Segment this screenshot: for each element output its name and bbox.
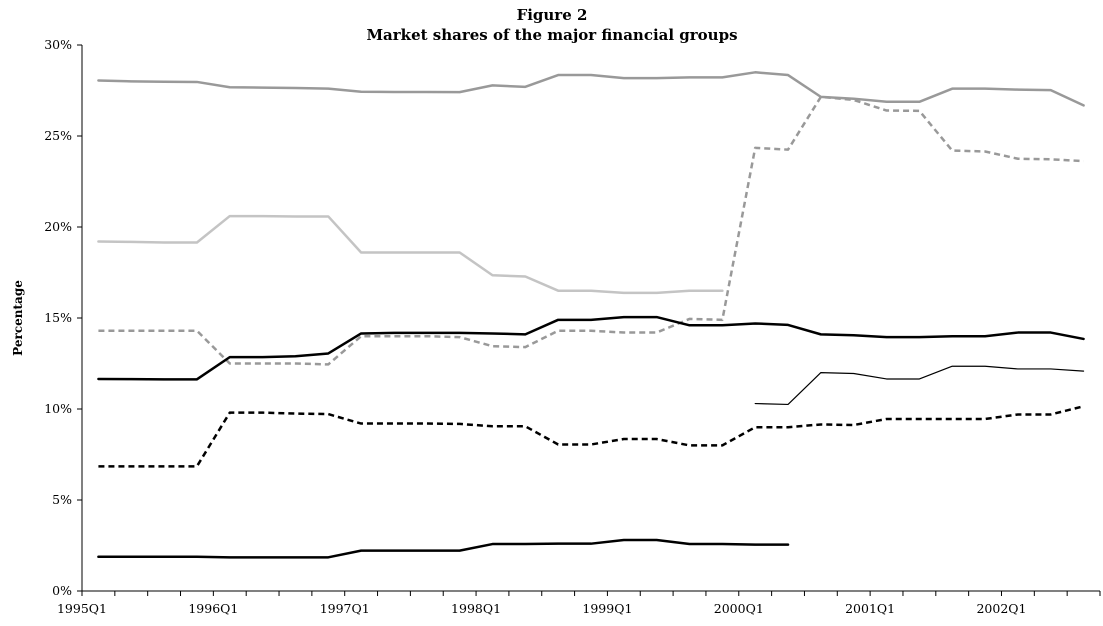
axes: 0% 5% 10% 15% 20% 25% 30% 1995Q1 1996Q1 1997Q1 199… — [44, 37, 1101, 616]
chart-subtitle: Market shares of the major financial gro… — [366, 26, 737, 44]
series-line-1 — [97, 71, 1085, 107]
series-line-7 — [97, 538, 790, 559]
y-tick-label: 25% — [44, 128, 72, 143]
x-tick-label: 1996Q1 — [188, 601, 238, 616]
x-tick-label: 1997Q1 — [320, 601, 370, 616]
y-tick-label: 5% — [52, 492, 72, 507]
series-line-4 — [97, 315, 1085, 381]
series-line-2 — [98, 95, 1084, 366]
series-layer — [97, 71, 1085, 559]
y-axis-label: Percentage — [11, 280, 25, 356]
x-tick-label: 2000Q1 — [714, 601, 764, 616]
chart-title: Figure 2 — [517, 6, 588, 24]
y-tick-label: 20% — [44, 219, 72, 234]
y-tick-label: 0% — [52, 583, 72, 598]
y-tick-label: 15% — [44, 310, 72, 325]
x-tick-label: 1999Q1 — [582, 601, 632, 616]
series-line-5 — [754, 365, 1085, 406]
x-tick-label: 1995Q1 — [57, 601, 107, 616]
x-tick-label: 2002Q1 — [976, 601, 1026, 616]
series-line-3 — [97, 214, 724, 295]
x-tick-label: 1998Q1 — [451, 601, 501, 616]
y-tick-label: 30% — [44, 37, 72, 52]
x-tick-label: 2001Q1 — [845, 601, 895, 616]
series-line-6 — [98, 405, 1084, 468]
y-tick-label: 10% — [44, 401, 72, 416]
